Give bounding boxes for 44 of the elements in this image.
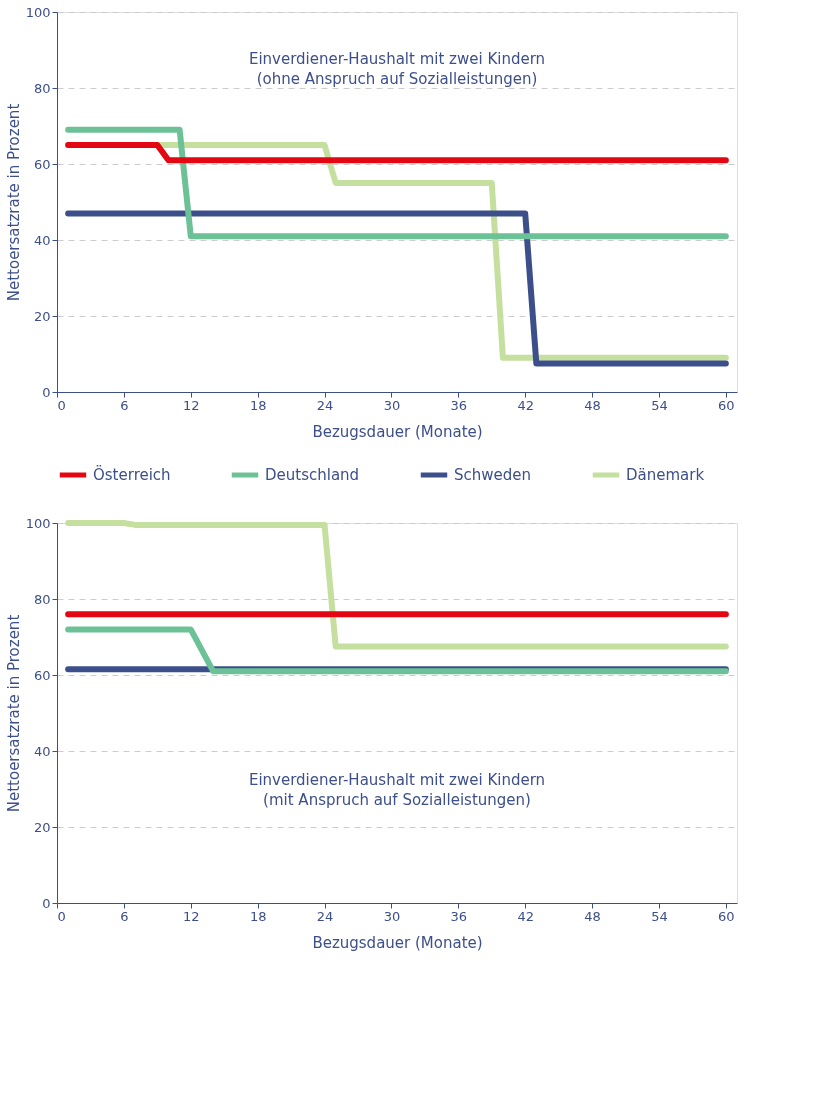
x-tick-label: 36: [450, 908, 468, 924]
y-tick-label: 80: [33, 80, 51, 96]
x-tick-label: 0: [57, 908, 66, 924]
x-tick-label: 0: [57, 397, 66, 413]
y-tick-label: 20: [33, 819, 51, 835]
y-tick-label: 100: [25, 4, 51, 20]
y-tick-label: 0: [42, 384, 51, 400]
y-tick-label: 40: [33, 743, 51, 759]
x-tick-label: 42: [517, 908, 534, 924]
x-tick-label: 24: [316, 908, 334, 924]
x-tick-label: 6: [120, 908, 129, 924]
x-tick-label: 30: [383, 397, 401, 413]
x-tick-label: 54: [651, 908, 668, 924]
x-tick-label: 6: [120, 397, 129, 413]
y-tick-label: 20: [33, 308, 51, 324]
y-tick-label: 60: [33, 156, 51, 172]
x-tick-label: 30: [383, 908, 401, 924]
x-tick-label: 48: [584, 397, 601, 413]
x-tick-label: 12: [183, 397, 200, 413]
x-tick-label: 18: [249, 908, 267, 924]
x-axis-title: Bezugsdauer (Monate): [312, 933, 483, 952]
x-tick-label: 36: [450, 397, 468, 413]
y-tick-label: 80: [33, 591, 51, 607]
annotation: Einverdiener-Haushalt mit zwei Kindern (mit Anspruch auf Sozialleistungen): [248, 771, 546, 809]
x-tick-label: 24: [316, 397, 334, 413]
x-tick-label: 60: [718, 908, 735, 924]
y-tick-label: 40: [33, 232, 51, 248]
x-tick-label: 48: [584, 908, 601, 924]
annotation: Einverdiener-Haushalt mit zwei Kindern (ohne Anspruch auf Sozialleistungen): [248, 50, 546, 88]
legend-label: Deutschland: [265, 466, 360, 484]
x-tick-label: 60: [718, 397, 735, 413]
legend-label: Dänemark: [626, 466, 705, 484]
x-axis-title: Bezugsdauer (Monate): [312, 422, 483, 441]
x-tick-label: 42: [517, 397, 534, 413]
y-axis-title: Nettoersatzrate in Prozent: [4, 614, 23, 813]
y-tick-label: 60: [33, 667, 51, 683]
y-tick-label: 0: [42, 895, 51, 911]
y-axis-title: Nettoersatzrate in Prozent: [4, 103, 23, 302]
y-tick-label: 100: [25, 515, 51, 531]
legend-label: Schweden: [454, 466, 532, 484]
x-tick-label: 18: [249, 397, 267, 413]
x-tick-label: 54: [651, 397, 668, 413]
legend-label: Österreich: [93, 465, 171, 484]
x-tick-label: 12: [183, 908, 200, 924]
